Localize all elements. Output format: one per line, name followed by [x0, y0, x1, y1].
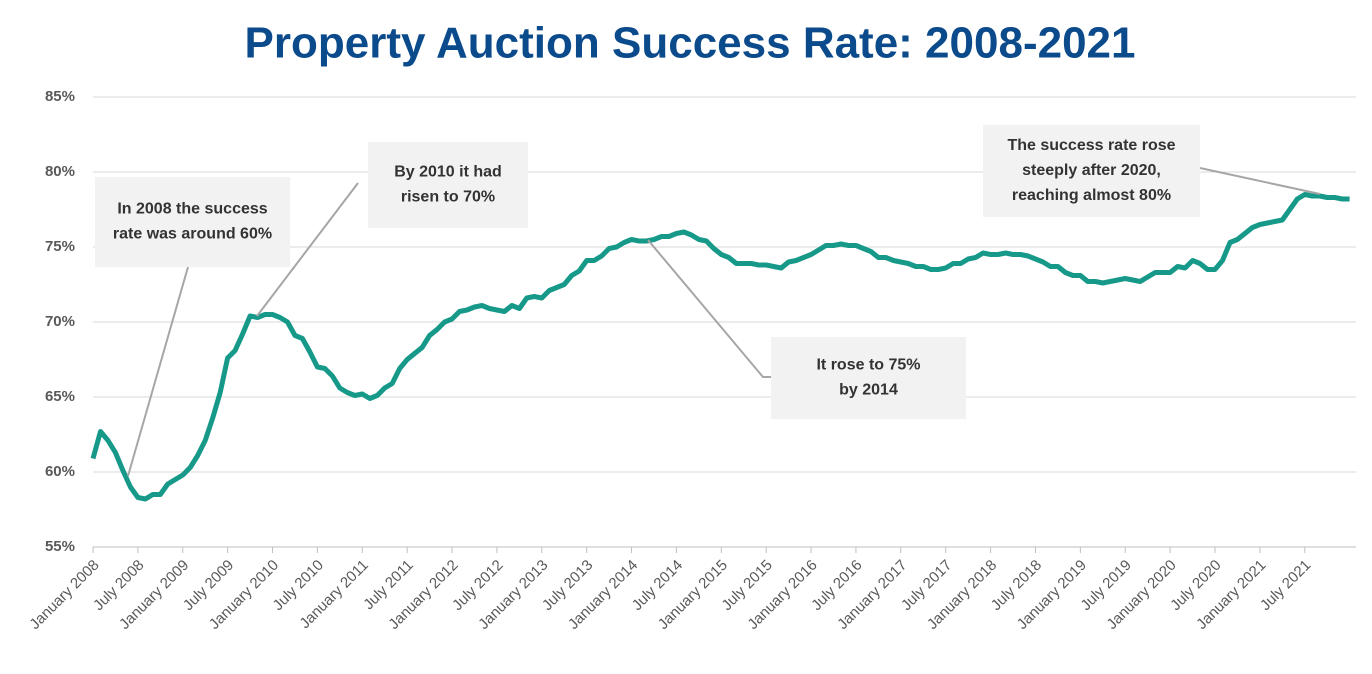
y-tick-label: 65%	[45, 388, 75, 405]
annotation-leader	[1199, 167, 1321, 195]
annotation-text: reaching almost 80%	[1012, 187, 1171, 204]
annotation-leader	[647, 239, 771, 378]
annotation-text: By 2010 it had	[394, 164, 502, 181]
annotation-leader	[127, 266, 189, 477]
annotation-text: risen to 70%	[401, 189, 495, 206]
annotation-text: It rose to 75%	[816, 357, 920, 374]
data-line	[90, 192, 1350, 502]
y-tick-label: 70%	[45, 313, 75, 330]
y-tick-label: 60%	[45, 463, 75, 480]
y-tick-label: 75%	[45, 238, 75, 255]
annotation-text: rate was around 60%	[113, 226, 272, 243]
annotation-text: The success rate rose	[1007, 137, 1175, 154]
y-tick-label: 55%	[45, 538, 75, 555]
annotation-text: steeply after 2020,	[1022, 162, 1161, 179]
x-tick-label: January 2008	[26, 557, 102, 633]
chart-title: Property Auction Success Rate: 2008-2021	[245, 19, 1136, 68]
annotation-text: In 2008 the success	[117, 201, 267, 218]
annotation-box	[983, 125, 1200, 217]
y-tick-label: 80%	[45, 163, 75, 180]
annotation-box	[95, 177, 290, 267]
annotation-text: by 2014	[839, 382, 898, 399]
annotation-box	[771, 337, 966, 419]
y-tick-label: 85%	[45, 88, 75, 105]
annotation-leader	[256, 182, 359, 317]
annotation-box	[368, 142, 528, 228]
